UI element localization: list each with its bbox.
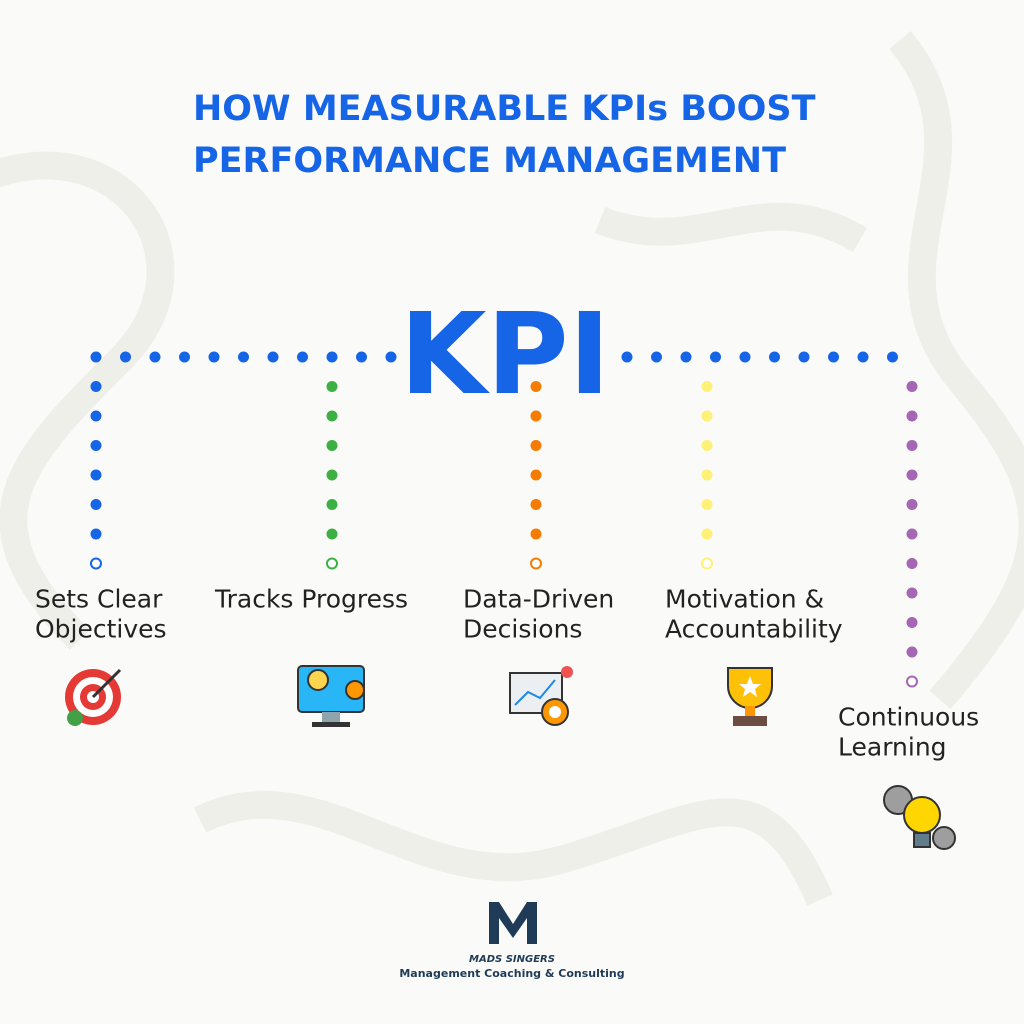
background-pattern — [0, 31, 1024, 906]
connector-dot — [530, 440, 542, 451]
connector-dot — [90, 499, 102, 510]
connector-dot — [701, 381, 713, 392]
connector-dot — [530, 499, 542, 510]
connector-dot — [238, 351, 249, 363]
connector-dot — [906, 646, 918, 658]
connector-dot — [356, 351, 367, 363]
connector-dot — [906, 440, 918, 451]
connector-dot — [326, 410, 338, 422]
branch-end — [906, 675, 918, 688]
connector-dot — [828, 351, 839, 363]
branch-end — [326, 557, 338, 570]
connector-dot — [906, 558, 918, 569]
connector-dot — [120, 351, 131, 363]
title-line: HOW MEASURABLE KPIs BOOST — [193, 89, 816, 129]
branch-end — [530, 557, 542, 570]
connector-dot — [385, 351, 397, 363]
connector-dot — [326, 469, 338, 481]
connector-dot — [621, 351, 633, 363]
connector-dot — [530, 410, 542, 422]
connector-dot — [769, 351, 780, 363]
connector-dot — [530, 528, 542, 540]
connector-dot — [906, 469, 918, 481]
bulb-gears-icon — [883, 785, 956, 850]
tagline: Management Coaching & Consulting — [399, 967, 624, 980]
branch-label: Motivation & — [665, 585, 824, 614]
connector-dot — [857, 351, 869, 363]
branch-label: Continuous — [838, 703, 979, 732]
connector-dot — [326, 499, 338, 510]
logo: MADS SINGERS Management Coaching & Consu… — [399, 902, 625, 980]
branch-label: Data-Driven — [463, 585, 614, 614]
connector-dot — [326, 440, 338, 451]
title-line: PERFORMANCE MANAGEMENT — [193, 141, 786, 181]
connector-dot — [90, 440, 102, 451]
connector-dot — [267, 351, 279, 363]
connector-dot — [90, 381, 102, 392]
connector-dot — [530, 381, 542, 392]
connector-dot — [90, 351, 102, 363]
connector-dot — [90, 469, 102, 481]
connector-dot — [701, 528, 713, 540]
chart-icon — [509, 666, 573, 726]
connector-dot — [906, 587, 918, 599]
connector-dot — [701, 499, 713, 510]
connector-dot — [680, 351, 692, 363]
connector-dot — [297, 351, 308, 363]
branch-label: Sets Clear — [35, 585, 163, 614]
connector-dot — [326, 351, 338, 363]
connector-dot — [906, 528, 918, 540]
connector-dot — [208, 351, 220, 363]
connectors — [90, 351, 918, 688]
branch-label: Decisions — [463, 615, 582, 644]
connector-dot — [906, 617, 918, 628]
connector-dot — [906, 410, 918, 422]
connector-dot — [887, 351, 898, 363]
target-icon — [65, 668, 122, 726]
branch-end — [90, 557, 102, 570]
connector-dot — [798, 351, 810, 363]
monitor-icon — [297, 665, 365, 727]
connector-dot — [326, 528, 338, 540]
branch-end — [701, 557, 713, 570]
branch-label: Learning — [838, 733, 947, 762]
trophy-icon — [727, 667, 773, 726]
connector-dot — [701, 469, 713, 481]
kpi-label: KPI — [400, 290, 611, 420]
connector-dot — [179, 351, 190, 363]
connector-dot — [739, 351, 751, 363]
branch-label: Objectives — [35, 615, 167, 644]
connector-dot — [651, 351, 662, 363]
branch-label: Tracks Progress — [214, 585, 408, 614]
branch-label: Accountability — [665, 615, 843, 644]
connector-dot — [906, 499, 918, 510]
connector-dot — [149, 351, 161, 363]
connector-dot — [906, 381, 918, 392]
brand: MADS SINGERS — [469, 954, 555, 965]
connector-dot — [530, 469, 542, 481]
connector-dot — [710, 351, 721, 363]
connector-dot — [701, 410, 713, 422]
connector-dot — [90, 528, 102, 540]
connector-dot — [326, 381, 338, 392]
connector-dot — [701, 440, 713, 451]
connector-dot — [90, 410, 102, 422]
